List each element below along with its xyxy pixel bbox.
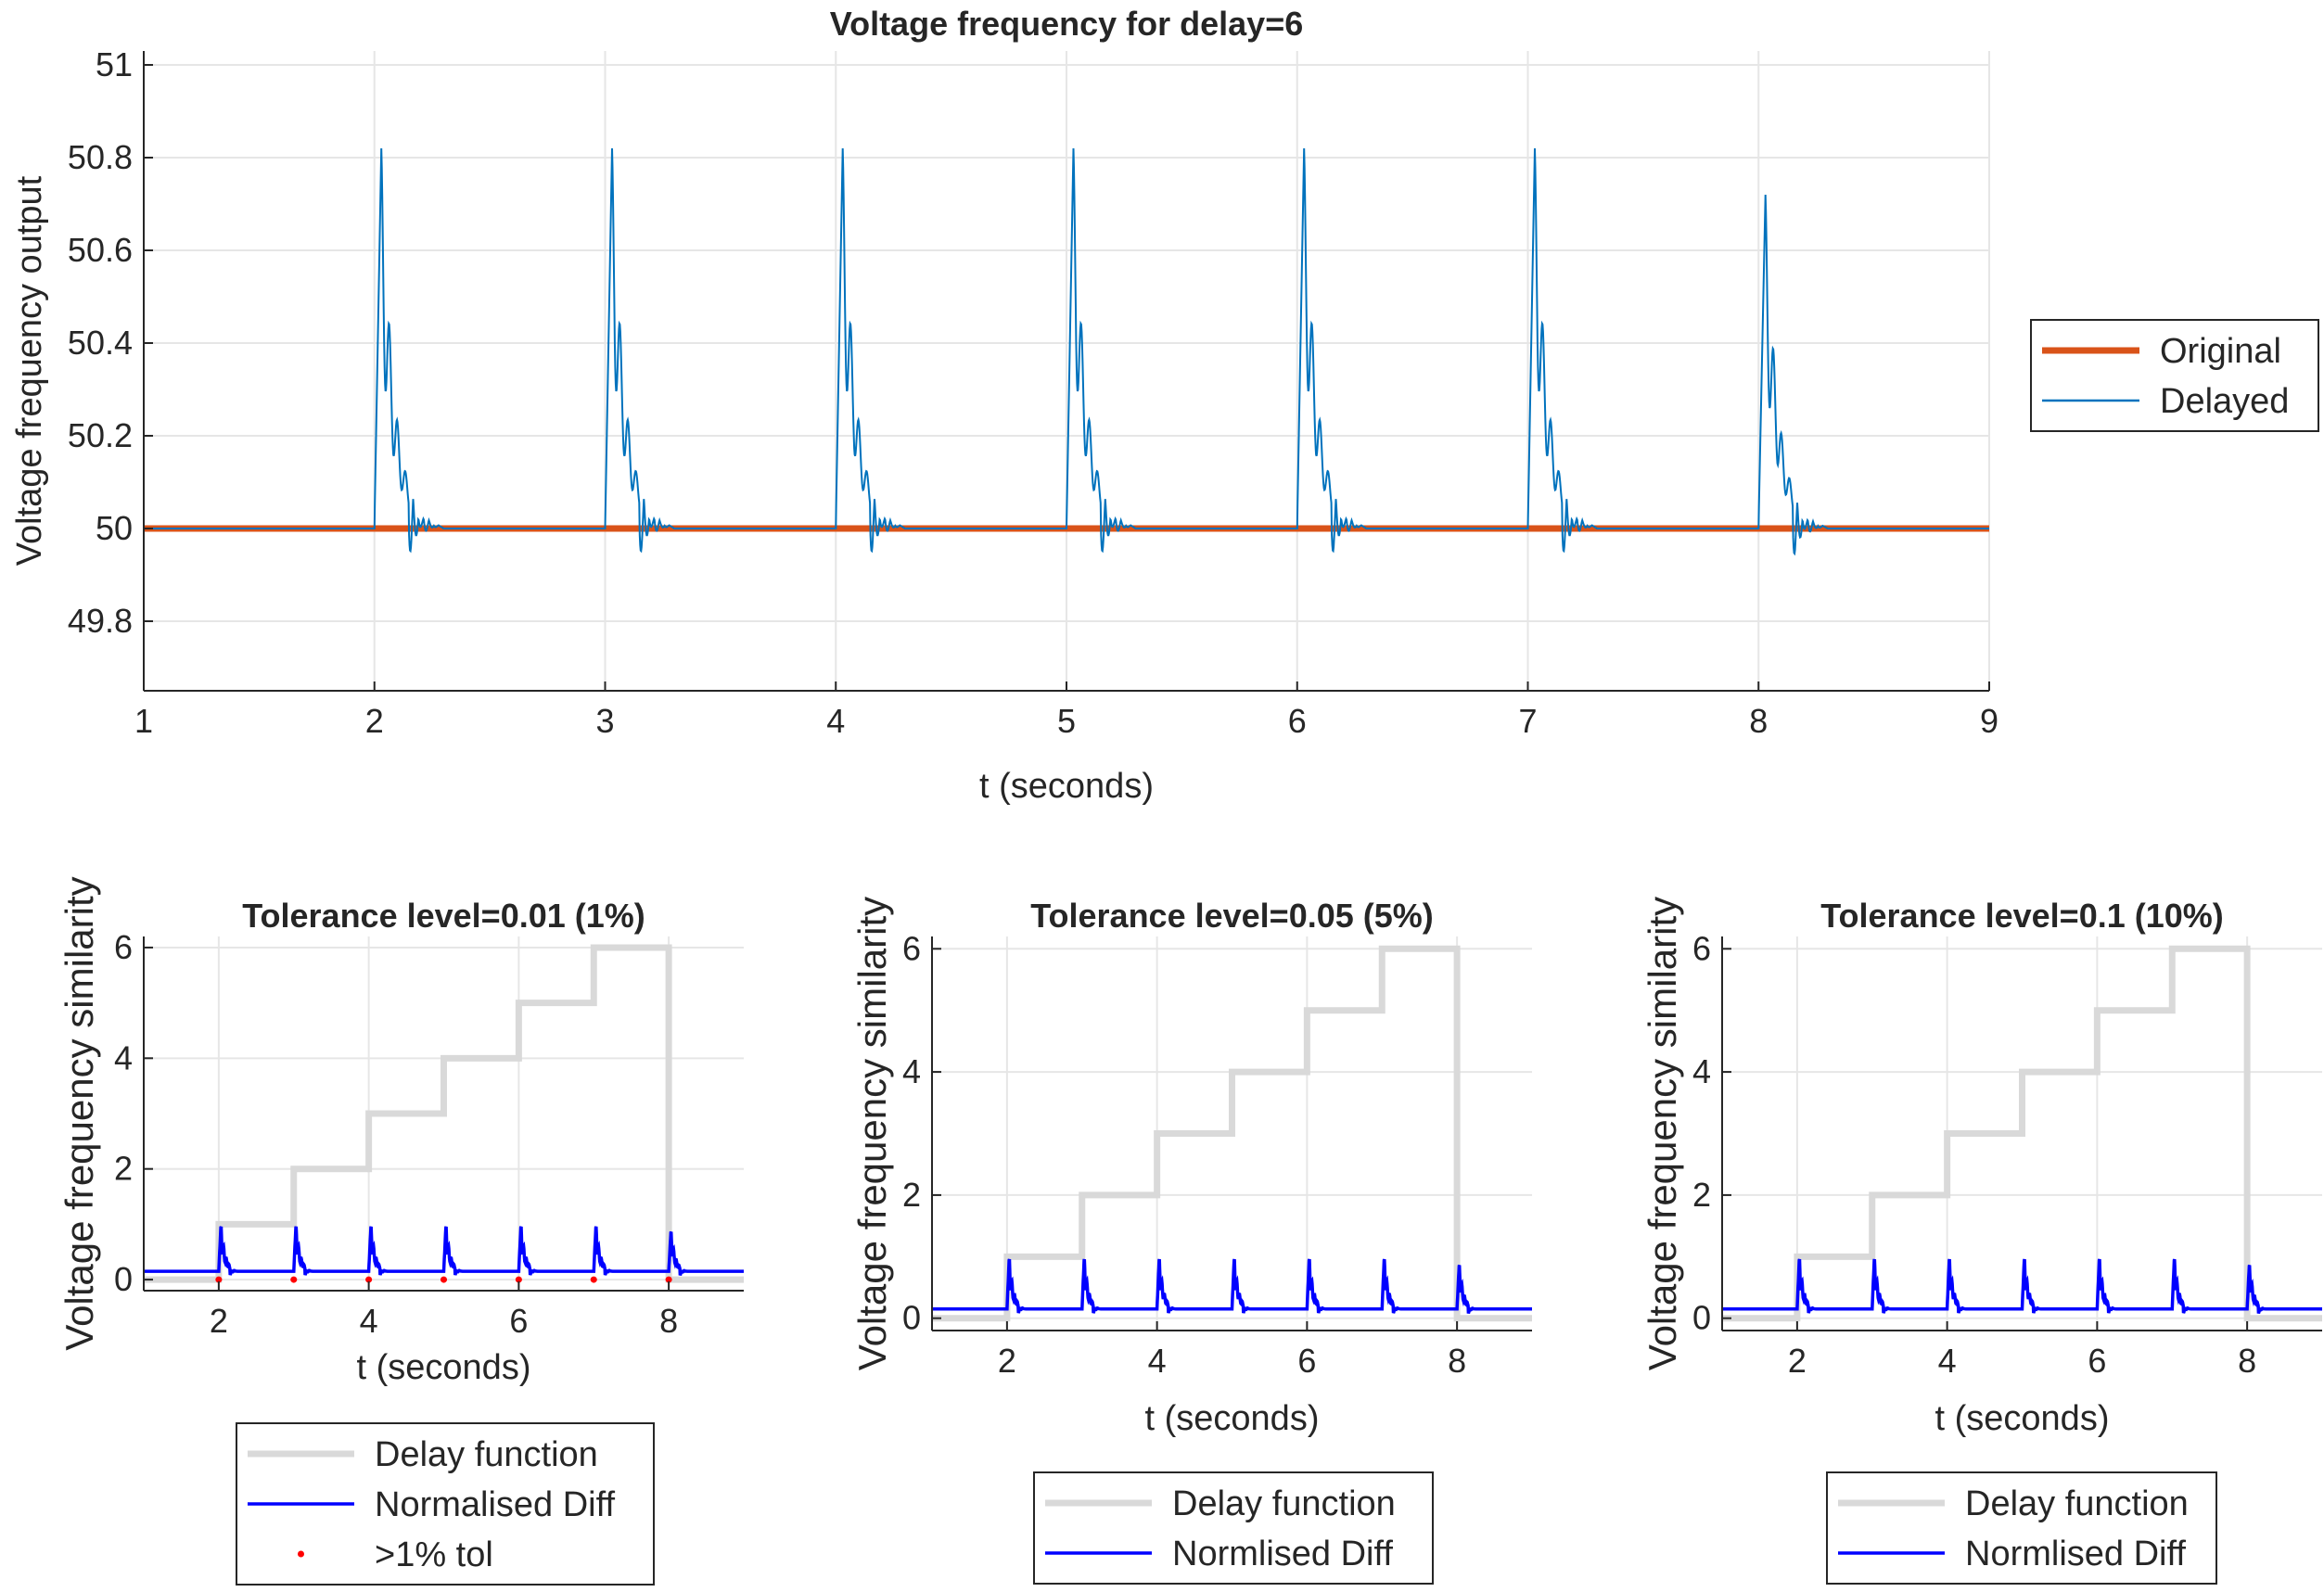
legend-label: Delay function bbox=[375, 1435, 598, 1474]
x-tick-label: 3 bbox=[595, 702, 614, 740]
y-tick-label: 51 bbox=[96, 45, 133, 83]
legend-label: Normlised Diff bbox=[1965, 1535, 2186, 1573]
tolerance-point bbox=[290, 1276, 298, 1283]
legend: Original Delayed bbox=[2030, 319, 2319, 432]
y-tick-label: 4 bbox=[1692, 1052, 1711, 1090]
legend: Delay function Normlised Diff bbox=[1826, 1471, 2217, 1585]
legend: Delay function Normalised Diff >1% tol bbox=[236, 1422, 655, 1586]
grid bbox=[143, 51, 1990, 691]
chart-3: 2 4 6 8 0 2 4 6 Tolerance level=0.05 (5%) t (seco… bbox=[850, 897, 1532, 1585]
y-axis-label: Voltage frequency similarity bbox=[1641, 897, 1684, 1370]
series-delay-function bbox=[932, 945, 1532, 1322]
series-normalised-diff bbox=[144, 1226, 744, 1276]
y-tick-label: 50 bbox=[96, 509, 133, 547]
plot-area bbox=[144, 944, 744, 1283]
y-tick-label: 4 bbox=[114, 1038, 133, 1076]
x-tick-label: 4 bbox=[1148, 1342, 1167, 1380]
legend-box bbox=[236, 1422, 655, 1586]
series-delay-function bbox=[1722, 945, 2322, 1322]
x-tick-label: 8 bbox=[1749, 702, 1768, 740]
y-tick-label: 50.8 bbox=[68, 138, 133, 176]
plot-area bbox=[1722, 945, 2322, 1322]
y-axis-label: Voltage frequency similarity bbox=[850, 897, 894, 1370]
y-tick-label: 4 bbox=[902, 1052, 921, 1090]
legend-label: Original bbox=[2160, 332, 2281, 371]
x-tick-label: 8 bbox=[1448, 1342, 1466, 1380]
y-tick-label: 6 bbox=[114, 928, 133, 966]
x-tick-label: 4 bbox=[1938, 1342, 1957, 1380]
tolerance-point bbox=[665, 1276, 672, 1283]
chart-title: Tolerance level=0.05 (5%) bbox=[1030, 897, 1434, 935]
tolerance-point bbox=[215, 1276, 223, 1283]
y-tick-label: 50.4 bbox=[68, 324, 133, 362]
x-tick-label: 4 bbox=[826, 702, 845, 740]
y-tick-label: 2 bbox=[902, 1176, 921, 1214]
plot-area bbox=[144, 147, 1989, 556]
series-normalised-diff bbox=[1722, 1258, 2322, 1315]
chart-title: Tolerance level=0.01 (1%) bbox=[242, 897, 645, 935]
tolerance-point bbox=[515, 1276, 522, 1283]
legend-box bbox=[1826, 1471, 2217, 1585]
y-axis-label: Voltage frequency output bbox=[10, 175, 49, 566]
chart-2: 2 4 6 8 0 2 4 6 Tolerance level=0.01 (1%) t (seco… bbox=[57, 876, 744, 1586]
y-tick-label: 49.8 bbox=[68, 602, 133, 640]
y-tick-label: 50.6 bbox=[68, 231, 133, 269]
x-tick-label: 2 bbox=[998, 1342, 1016, 1380]
tolerance-point bbox=[590, 1276, 597, 1283]
x-axis-label: t (seconds) bbox=[979, 767, 1154, 806]
x-tick-label: 9 bbox=[1980, 702, 1998, 740]
x-tick-label: 2 bbox=[365, 702, 384, 740]
y-tick-label: 6 bbox=[1692, 929, 1711, 967]
tolerance-point bbox=[441, 1276, 447, 1283]
legend-box bbox=[2030, 319, 2319, 432]
x-tick-label: 1 bbox=[134, 702, 153, 740]
x-tick-label: 2 bbox=[210, 1302, 228, 1340]
series-delay-function bbox=[144, 944, 744, 1283]
legend-marker bbox=[298, 1550, 304, 1558]
y-tick-label: 2 bbox=[1692, 1176, 1711, 1214]
y-tick-label: 0 bbox=[1692, 1299, 1711, 1337]
legend-label: Delay function bbox=[1172, 1484, 1396, 1523]
x-tick-label: 6 bbox=[1297, 1342, 1316, 1380]
chart-4: 2 4 6 8 0 2 4 6 Tolerance level=0.1 (10%) t (seco… bbox=[1641, 897, 2322, 1585]
legend-box bbox=[1033, 1471, 1434, 1585]
legend-label: Delayed bbox=[2160, 382, 2289, 421]
series-normalised-diff bbox=[932, 1258, 1532, 1315]
x-tick-label: 6 bbox=[1288, 702, 1307, 740]
x-axis-label: t (seconds) bbox=[1935, 1399, 2110, 1438]
x-axis-label: t (seconds) bbox=[357, 1348, 531, 1387]
chart-title: Tolerance level=0.1 (10%) bbox=[1820, 897, 2224, 935]
legend-label: Normalised Diff bbox=[375, 1485, 615, 1524]
y-tick-label: 0 bbox=[902, 1299, 921, 1337]
x-tick-label: 8 bbox=[659, 1302, 678, 1340]
x-tick-label: 7 bbox=[1518, 702, 1537, 740]
y-tick-label: 6 bbox=[902, 929, 921, 967]
legend: Delay function Normlised Diff bbox=[1033, 1471, 1434, 1585]
x-tick-label: 4 bbox=[360, 1302, 378, 1340]
x-axis-label: t (seconds) bbox=[1145, 1399, 1320, 1438]
x-tick-label: 6 bbox=[509, 1302, 528, 1340]
y-tick-label: 0 bbox=[114, 1260, 133, 1298]
x-tick-label: 5 bbox=[1057, 702, 1076, 740]
y-tick-label: 50.2 bbox=[68, 416, 133, 454]
y-axis-label: Voltage frequency similarity bbox=[57, 876, 101, 1350]
x-tick-label: 6 bbox=[2088, 1342, 2106, 1380]
legend-label: Delay function bbox=[1965, 1484, 2189, 1523]
plot-area bbox=[932, 945, 1532, 1322]
chart-title: Voltage frequency for delay=6 bbox=[830, 5, 1304, 43]
x-tick-label: 8 bbox=[2238, 1342, 2256, 1380]
chart-1: 1 2 3 4 5 6 7 8 9 49.8 50 50.2 50.4 50.6 50.8 51 Voltage… bbox=[10, 5, 2319, 806]
y-tick-label: 2 bbox=[114, 1150, 133, 1188]
series-delayed-line bbox=[144, 147, 1989, 556]
x-tick-label: 2 bbox=[1788, 1342, 1807, 1380]
legend-label: Normlised Diff bbox=[1172, 1535, 1393, 1573]
tolerance-point bbox=[365, 1276, 373, 1283]
legend-label: >1% tol bbox=[375, 1535, 493, 1574]
